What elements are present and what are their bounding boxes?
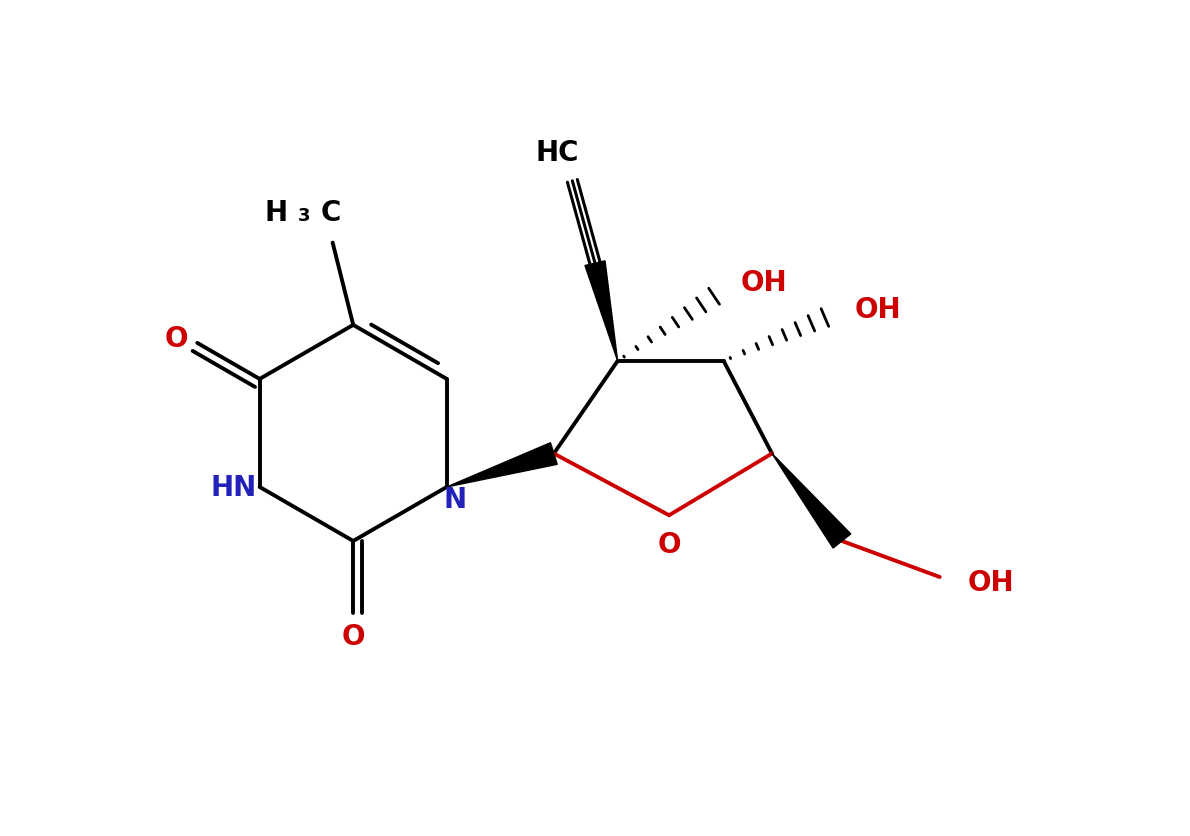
Text: H: H (264, 198, 288, 227)
Text: 3: 3 (298, 206, 311, 225)
Text: O: O (657, 530, 681, 558)
Text: O: O (342, 622, 365, 650)
Text: HC: HC (536, 139, 578, 167)
Text: O: O (165, 324, 188, 352)
Text: HN: HN (211, 473, 257, 502)
Text: OH: OH (854, 296, 901, 324)
Polygon shape (585, 262, 618, 361)
Polygon shape (772, 454, 851, 548)
Polygon shape (446, 443, 557, 487)
Text: OH: OH (967, 568, 1014, 596)
Text: C: C (320, 198, 340, 227)
Text: OH: OH (740, 268, 787, 296)
Text: N: N (444, 486, 466, 513)
